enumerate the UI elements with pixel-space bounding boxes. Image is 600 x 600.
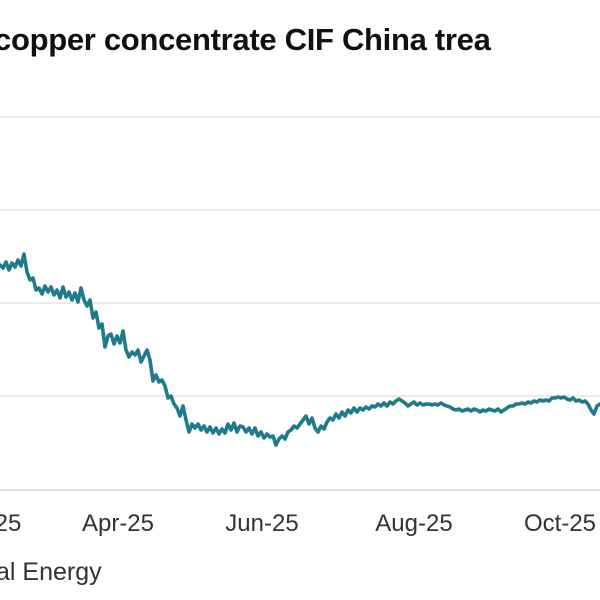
source-note: al Energy bbox=[0, 558, 102, 586]
x-tick-label: Jun-25 bbox=[225, 510, 298, 537]
chart-title: copper concentrate CIF China trea bbox=[0, 22, 491, 57]
series-line bbox=[0, 252, 600, 447]
series-layer bbox=[0, 252, 600, 447]
x-tick-label: 25 bbox=[0, 510, 21, 537]
x-tick-label: Oct-25 bbox=[524, 510, 596, 537]
grid-lines bbox=[0, 116, 600, 491]
x-axis-ticks: 25 Apr-25 Jun-25 Aug-25 Oct-25 bbox=[0, 510, 596, 537]
x-tick-label: Aug-25 bbox=[375, 510, 452, 537]
x-tick-label: Apr-25 bbox=[82, 510, 154, 537]
